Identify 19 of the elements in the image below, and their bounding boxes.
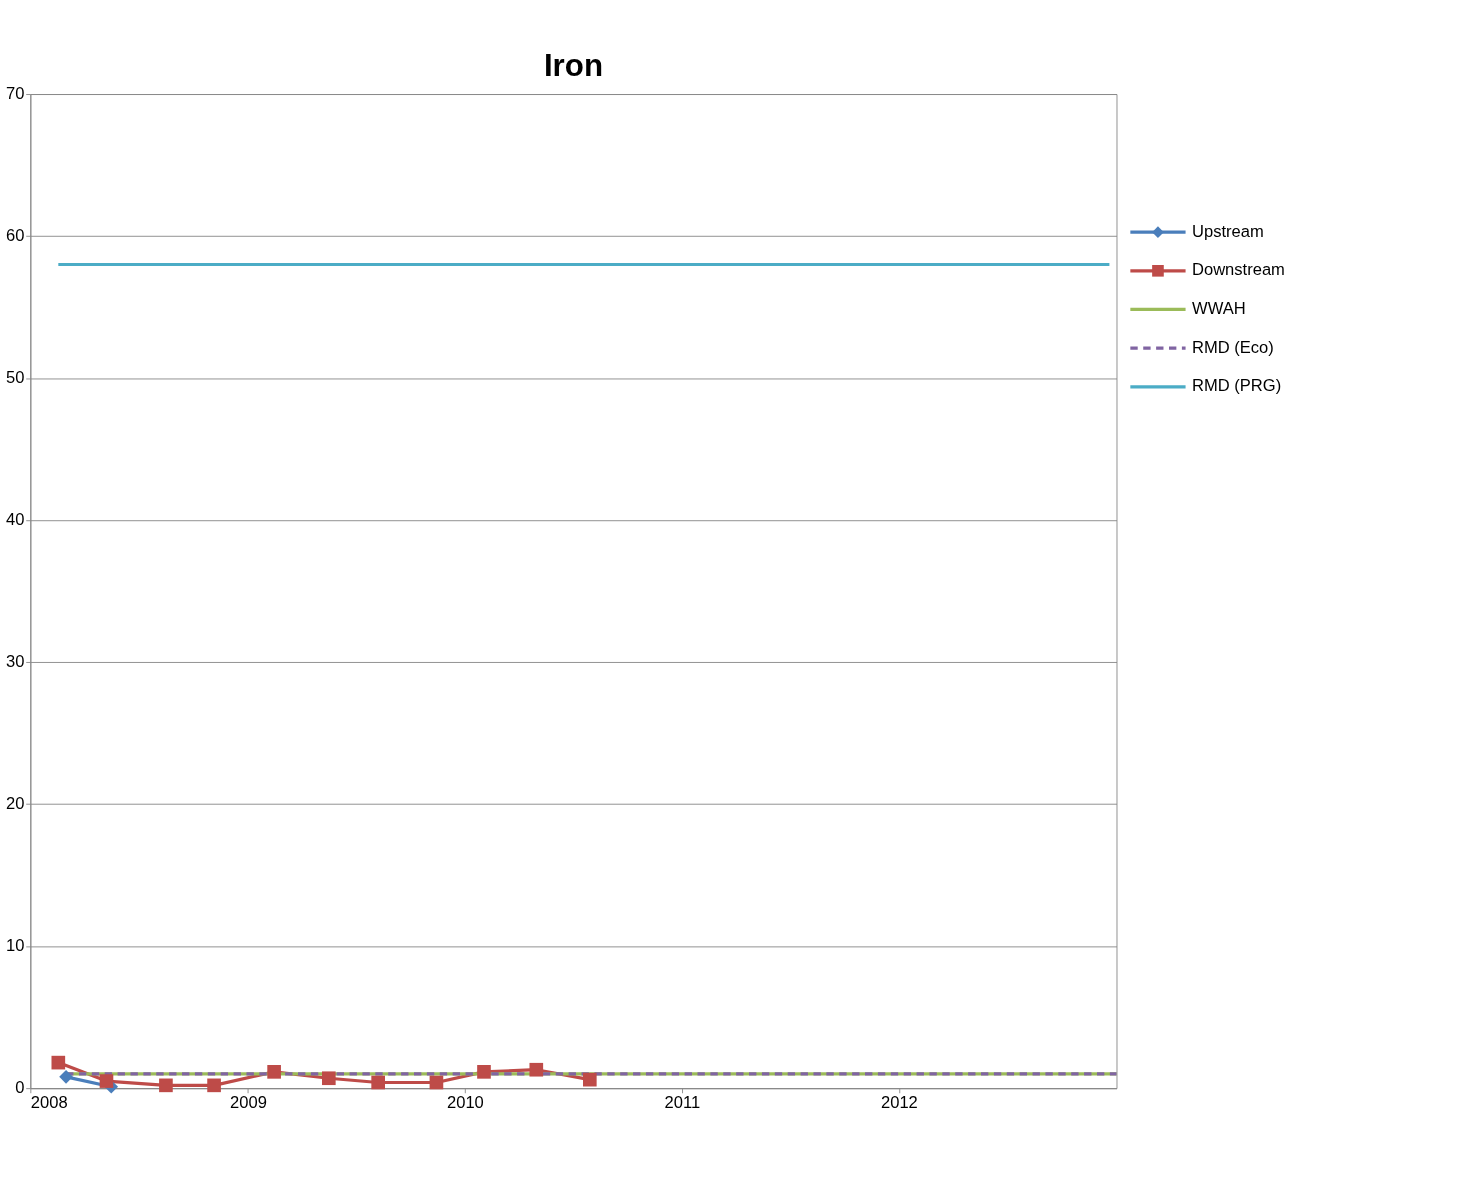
y-tick-label: 60 — [5, 226, 25, 246]
legend-label: WWAH — [1192, 299, 1246, 319]
y-tick-label: 20 — [5, 794, 25, 814]
legend-label: Upstream — [1192, 221, 1264, 241]
y-tick-label: 10 — [5, 936, 25, 956]
x-tick-label: 2011 — [664, 1092, 701, 1112]
x-tick-label: 2012 — [881, 1092, 918, 1112]
legend-label: RMD (Eco) — [1192, 337, 1274, 357]
legend-label: RMD (PRG) — [1192, 376, 1282, 396]
y-tick-label: 70 — [5, 84, 25, 104]
chart-title: Iron — [543, 47, 603, 83]
y-tick-label: 50 — [5, 368, 25, 388]
y-tick-label: 40 — [5, 510, 25, 530]
legend-label: Downstream — [1192, 260, 1285, 280]
y-tick-label: 30 — [5, 652, 25, 672]
y-tick-label: 0 — [15, 1078, 25, 1098]
x-tick-label: 2009 — [230, 1092, 267, 1112]
x-tick-label: 2008 — [30, 1092, 68, 1112]
x-tick-label: 2010 — [447, 1092, 484, 1112]
